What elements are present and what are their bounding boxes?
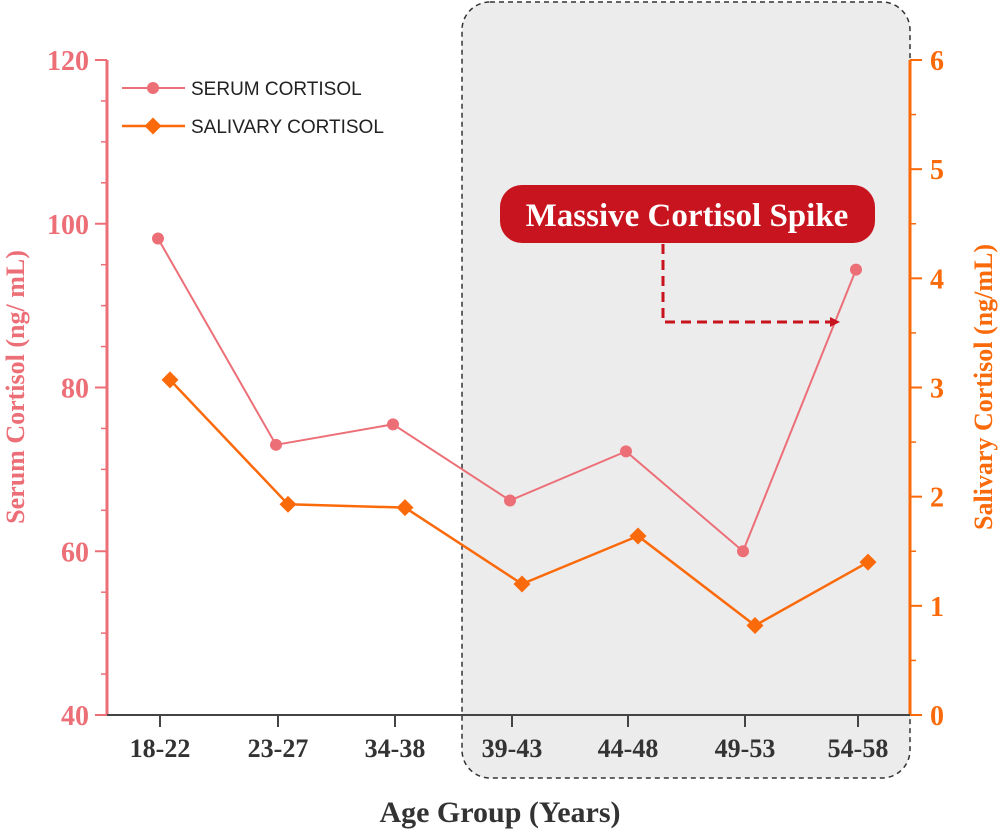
legend-serum-marker	[147, 82, 159, 94]
serum-point	[152, 232, 164, 245]
highlight-region	[461, 1, 911, 779]
left-axis-title: Serum Cortisol (ng/ mL)	[1, 250, 30, 524]
serum-point	[387, 418, 399, 431]
salivary-point	[161, 371, 179, 389]
x-tick-label: 49-53	[715, 734, 776, 763]
annotation-arrow	[661, 244, 840, 327]
right-tick-label: 1	[930, 592, 944, 623]
x-axis-title: Age Group (Years)	[379, 796, 620, 829]
legend-salivary-label: SALIVARY CORTISOL	[191, 117, 384, 138]
right-axis-title: Salivary Cortisol (ng/mL)	[969, 244, 998, 530]
left-tick-label: 60	[61, 537, 89, 568]
x-tick-label: 44-48	[598, 734, 659, 763]
left-tick-label: 40	[61, 701, 89, 732]
right-tick-label: 2	[930, 483, 944, 514]
salivary-point	[396, 499, 414, 517]
salivary-point	[859, 553, 877, 571]
right-tick-label: 5	[930, 155, 944, 186]
legend-salivary-marker	[144, 117, 162, 135]
right-tick-label: 0	[930, 701, 944, 732]
annotation-text: Massive Cortisol Spike	[526, 198, 849, 234]
x-tick-label: 34-38	[365, 734, 426, 763]
left-tick-label: 80	[61, 374, 89, 405]
x-tick-label: 39-43	[482, 734, 543, 763]
salivary-point	[279, 495, 297, 513]
annotation: Massive Cortisol Spike	[500, 185, 875, 327]
x-tick-label: 23-27	[248, 734, 309, 763]
right-tick-label: 6	[930, 46, 944, 77]
serum-point	[850, 263, 862, 276]
salivary-point	[513, 575, 531, 593]
right-tick-label: 4	[930, 264, 944, 295]
serum-point	[270, 438, 282, 451]
x-tick-label: 18-22	[130, 734, 191, 763]
legend-serum-label: SERUM CORTISOL	[191, 79, 362, 100]
legend: SERUM CORTISOL SALIVARY CORTISOL	[122, 79, 384, 138]
left-tick-label: 120	[47, 46, 89, 77]
salivary-point	[746, 616, 764, 634]
serum-point	[620, 445, 632, 458]
x-tick-label: 54-58	[828, 734, 889, 763]
right-tick-label: 3	[930, 374, 944, 405]
salivary-point	[629, 527, 647, 545]
left-tick-label: 100	[47, 210, 89, 241]
annotation-badge	[500, 185, 875, 243]
serum-point	[504, 494, 516, 507]
serum-point	[737, 545, 749, 558]
